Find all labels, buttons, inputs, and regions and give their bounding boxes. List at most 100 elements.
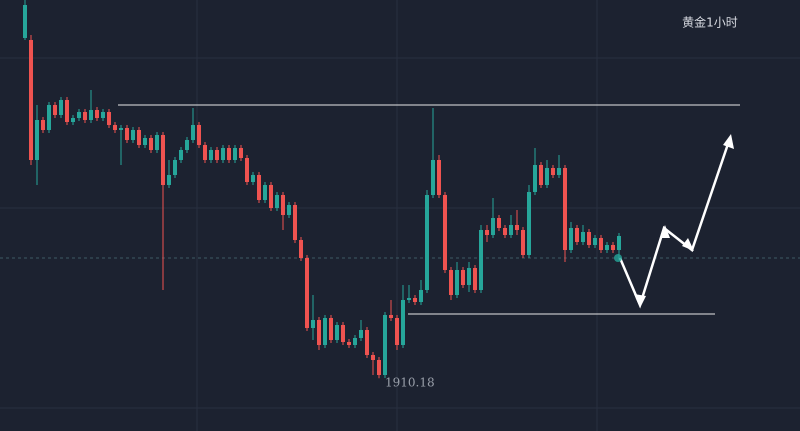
candle-body <box>593 238 597 245</box>
candle-body <box>413 298 417 302</box>
candle-body <box>179 150 183 160</box>
candle-body <box>389 315 393 318</box>
candle-body <box>521 230 525 255</box>
candle-body <box>161 135 165 185</box>
candle-body <box>605 245 609 250</box>
candle-body <box>59 100 63 115</box>
arrow-head <box>723 134 734 149</box>
candle-body <box>251 175 255 182</box>
candle-body <box>143 138 147 145</box>
candle-body <box>551 168 555 175</box>
candle-body <box>77 112 81 118</box>
candle-body <box>65 100 69 122</box>
candle-body <box>527 192 531 255</box>
candle-body <box>539 165 543 185</box>
candle-body <box>425 195 429 290</box>
candle-body <box>443 195 447 270</box>
candle-body <box>71 118 75 122</box>
candle-body <box>149 138 153 150</box>
candle-body <box>215 150 219 160</box>
candle-body <box>617 236 621 250</box>
candle-body <box>53 105 57 115</box>
candle-body <box>245 158 249 182</box>
candle-body <box>407 298 411 300</box>
candle-body <box>479 230 483 290</box>
candle-body <box>557 168 561 175</box>
candle-body <box>509 225 513 235</box>
candle-body <box>263 185 267 200</box>
candle-body <box>101 112 105 118</box>
candle-body <box>269 185 273 208</box>
candle-body <box>41 120 45 130</box>
arrow-head <box>682 238 694 251</box>
candle-body <box>599 238 603 250</box>
candle-body <box>281 195 285 215</box>
arrow-heads <box>634 134 734 308</box>
candle-body <box>587 232 591 245</box>
candle-body <box>83 112 87 120</box>
candle-body <box>155 135 159 150</box>
candle-body <box>329 318 333 340</box>
candle-body <box>497 218 501 228</box>
candle-body <box>221 148 225 160</box>
candle-body <box>287 205 291 215</box>
candle-body <box>395 318 399 345</box>
candle-body <box>401 300 405 345</box>
candle-body <box>359 330 363 338</box>
candle-body <box>611 245 615 250</box>
candle-body <box>515 225 519 230</box>
candle-body <box>317 320 321 345</box>
candle-body <box>191 125 195 140</box>
candle-body <box>89 110 93 120</box>
candle-body <box>35 120 39 160</box>
candle-body <box>107 112 111 125</box>
candle-body <box>533 165 537 192</box>
candle-body <box>371 355 375 360</box>
candle-body <box>485 230 489 235</box>
candle-body <box>311 320 315 328</box>
candle-body <box>449 270 453 295</box>
candle-body <box>545 168 549 185</box>
candle-body <box>341 325 345 342</box>
candle-body <box>461 270 465 285</box>
candle-body <box>569 228 573 250</box>
candle-body <box>203 145 207 160</box>
candle-body <box>305 258 309 328</box>
candle-body <box>23 5 27 38</box>
candle-body <box>503 228 507 235</box>
candle-body <box>293 205 297 240</box>
candle-body <box>137 130 141 145</box>
candle-body <box>125 128 129 140</box>
last-price-dot <box>614 254 622 262</box>
candle-body <box>419 290 423 302</box>
candle-body <box>455 270 459 295</box>
candle-body <box>353 338 357 345</box>
candle-body <box>347 342 351 345</box>
candle-body <box>437 160 441 195</box>
candle-body <box>299 240 303 258</box>
candle-body <box>257 175 261 200</box>
candle-body <box>119 128 123 130</box>
candle-body <box>197 125 201 145</box>
candles <box>0 0 800 379</box>
candle-body <box>473 268 477 290</box>
candle-body <box>275 195 279 208</box>
candle-body <box>113 125 117 130</box>
candle-body <box>323 318 327 345</box>
candle-body <box>131 130 135 140</box>
candle-body <box>581 232 585 242</box>
candle-body <box>335 325 339 340</box>
arrow-head <box>634 294 646 308</box>
candle-body <box>431 160 435 195</box>
candle-body <box>365 330 369 355</box>
candle-body <box>185 140 189 150</box>
candle-body <box>173 160 177 175</box>
candle-body <box>29 40 33 160</box>
candle-body <box>575 228 579 242</box>
chart-title: 黄金1小时 <box>682 15 738 30</box>
candle-body <box>467 268 471 285</box>
